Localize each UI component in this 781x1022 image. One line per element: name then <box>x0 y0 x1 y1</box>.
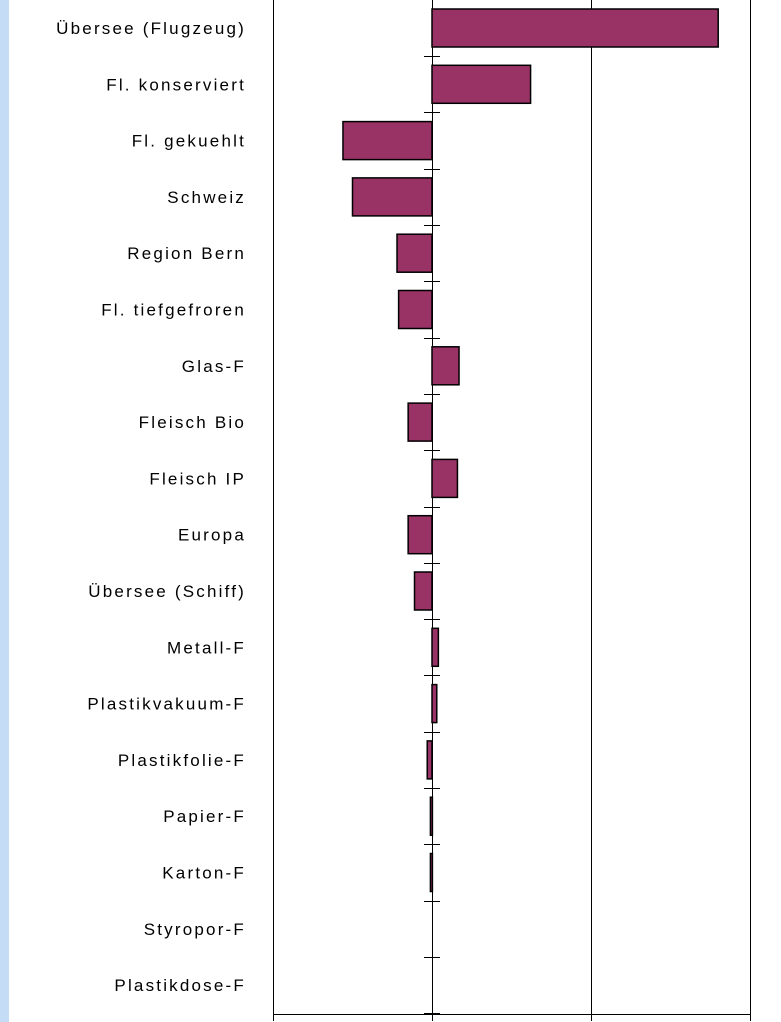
category-label: Karton-F <box>162 864 246 883</box>
category-label: Glas-F <box>182 357 246 376</box>
category-label: Schweiz <box>167 188 246 207</box>
bar-12 <box>431 683 438 724</box>
bar-14 <box>429 796 434 836</box>
plot-frame <box>273 0 751 1021</box>
category-label: Fleisch Bio <box>139 413 246 432</box>
bar-0 <box>431 8 719 48</box>
gridlines <box>432 0 751 1021</box>
category-label: Plastikvakuum-F <box>87 695 246 714</box>
category-label: Fl. tiefgefroren <box>101 301 246 320</box>
left-color-strip <box>0 0 9 1022</box>
bar-1 <box>431 64 532 105</box>
bar-15 <box>429 852 434 893</box>
category-label: Übersee (Flugzeug) <box>56 19 246 38</box>
category-label: Metall-F <box>167 638 246 657</box>
bar-8 <box>431 458 459 499</box>
category-label: Europa <box>178 526 246 545</box>
category-label: Styropor-F <box>144 920 246 939</box>
bar-4 <box>396 233 433 273</box>
category-label: Fl. konserviert <box>106 75 246 94</box>
category-label: Plastikdose-F <box>114 976 246 995</box>
category-labels: Übersee (Flugzeug) Fl. konserviert Fl. gek… <box>56 19 246 995</box>
bar-3 <box>351 177 433 217</box>
bar-13 <box>426 740 433 780</box>
axis-ticks <box>424 56 440 1014</box>
category-label: Fleisch IP <box>149 469 246 488</box>
bar-5 <box>397 289 433 330</box>
category-label: Papier-F <box>163 807 246 826</box>
category-label: Region Bern <box>127 244 246 263</box>
bar-2 <box>342 120 433 161</box>
category-label: Fl. gekuehlt <box>132 132 246 151</box>
bar-9 <box>407 514 433 555</box>
bar-7 <box>407 402 433 442</box>
category-label: Plastikfolie-F <box>118 751 246 770</box>
bars <box>342 8 719 893</box>
bar-10 <box>413 571 433 611</box>
category-label: Übersee (Schiff) <box>88 582 246 601</box>
bar-6 <box>431 346 460 386</box>
bar-11 <box>431 627 440 668</box>
